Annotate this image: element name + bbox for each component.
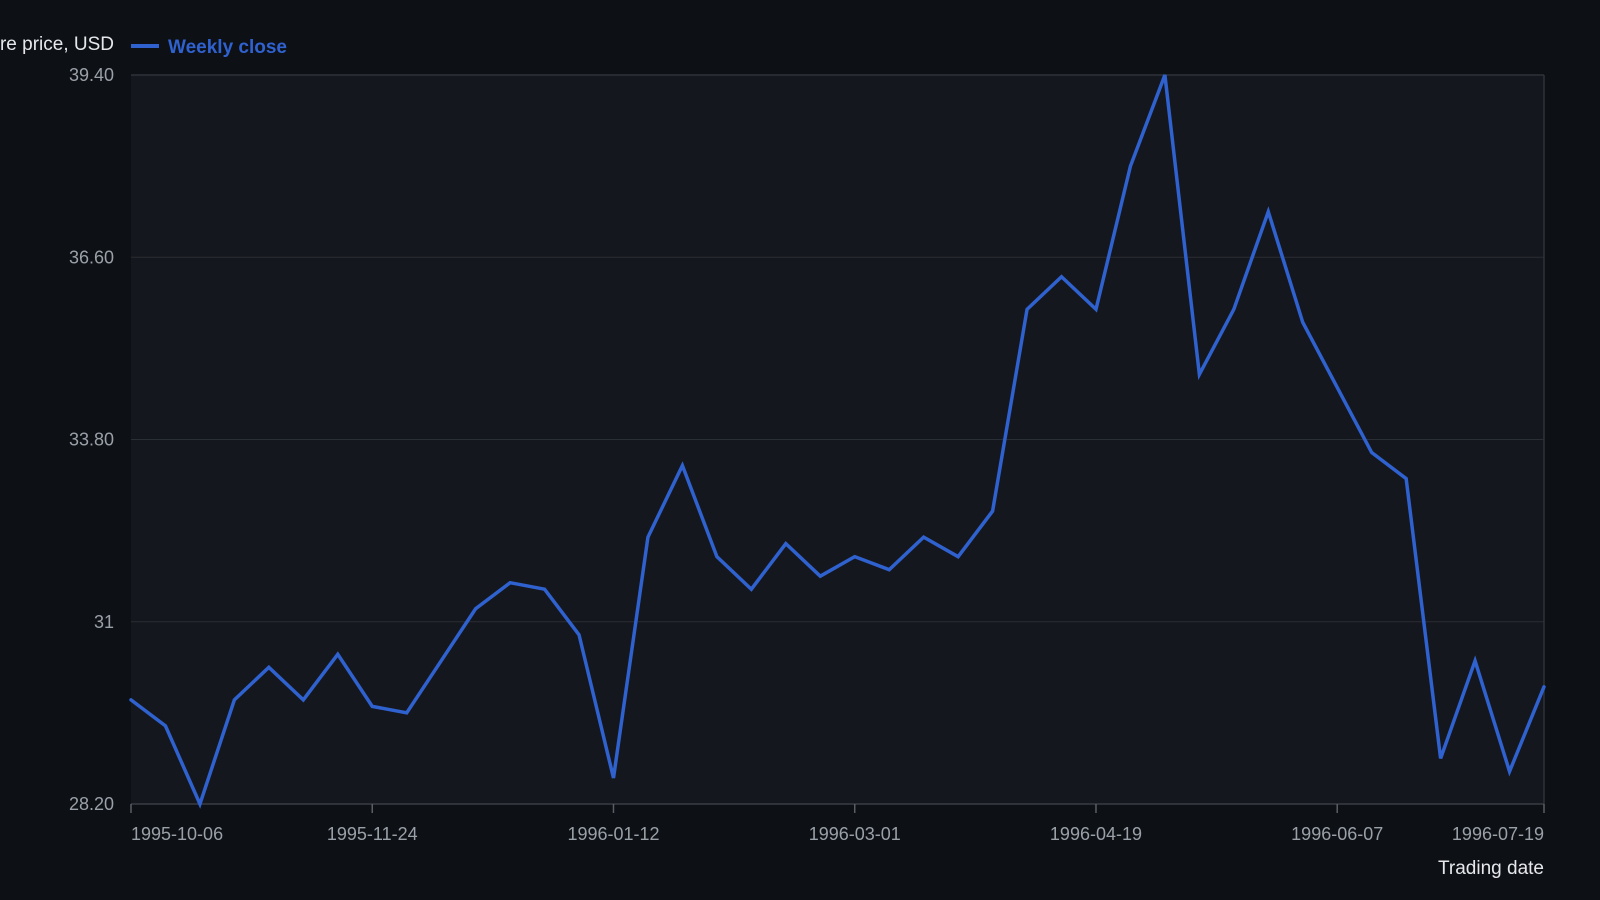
x-tick-label: 1996-06-07 (1291, 824, 1383, 844)
y-tick-label: 36.60 (69, 247, 114, 267)
y-axis-title: Share price, USD (0, 34, 114, 55)
y-tick-label: 31 (94, 612, 114, 632)
x-tick-label: 1996-04-19 (1050, 824, 1142, 844)
x-tick-label: 1996-01-12 (567, 824, 659, 844)
grid-lines (131, 256, 1544, 623)
series-line-weekly-close (129, 74, 1546, 809)
y-tick-label: 39.40 (69, 65, 114, 85)
x-tick-label: 1996-07-19 (1452, 824, 1544, 844)
series-layer (129, 74, 1546, 809)
x-tick-label: 1995-10-06 (131, 824, 223, 844)
x-tick-label: 1996-03-01 (809, 824, 901, 844)
y-tick-label: 28.20 (69, 794, 114, 814)
legend-label-weekly-close: Weekly close (168, 37, 287, 58)
legend: Share price, USD Weekly close (0, 34, 287, 58)
x-tick-label: 1995-11-24 (327, 824, 418, 844)
x-axis-title: Trading date (1438, 858, 1544, 879)
axes: 28.20 31 33.80 36.60 39.40 1995-10-06 1995-11-… (69, 65, 1545, 844)
y-tick-label: 33.80 (69, 430, 114, 450)
